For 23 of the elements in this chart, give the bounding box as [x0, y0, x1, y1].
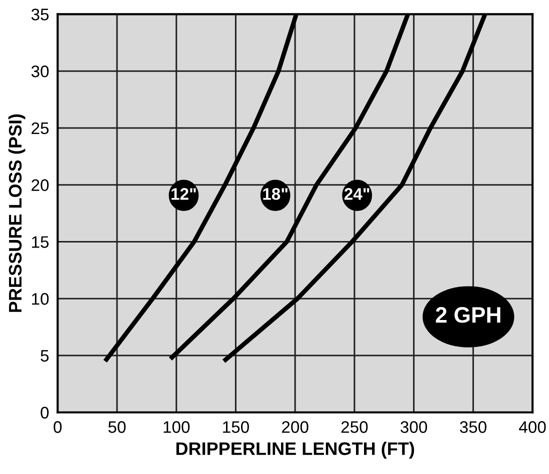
x-tick-label: 150: [223, 421, 249, 433]
y-tick-label: 35: [31, 8, 49, 20]
x-tick-label: 200: [282, 421, 308, 433]
y-tick-label: 20: [32, 179, 49, 192]
y-axis-title: PRESSURE LOSS (PSI): [8, 114, 26, 312]
y-tick-label: 10: [32, 293, 49, 305]
y-tick-label: 0: [40, 406, 49, 419]
y-tick-label: 5: [40, 350, 49, 362]
x-tick-label: 250: [341, 421, 368, 433]
x-tick-label: 50: [108, 421, 126, 433]
y-tick-label: 15: [32, 236, 49, 248]
y-tick-label: 25: [32, 122, 49, 134]
x-tick-label: 350: [460, 421, 486, 433]
annotation: 2 GPH: [436, 307, 500, 323]
x-tick-label: 300: [400, 421, 428, 433]
series-label: 18": [263, 188, 288, 200]
series-label: 24": [344, 188, 370, 200]
x-tick-label: 0: [54, 421, 62, 433]
y-tick-label: 30: [31, 66, 49, 78]
x-tick-label: 400: [519, 421, 546, 433]
series-label: 12": [172, 188, 196, 200]
x-axis-title: DRIPPERLINE LENGTH (FT): [176, 442, 414, 459]
x-tick-label: 100: [164, 421, 190, 433]
